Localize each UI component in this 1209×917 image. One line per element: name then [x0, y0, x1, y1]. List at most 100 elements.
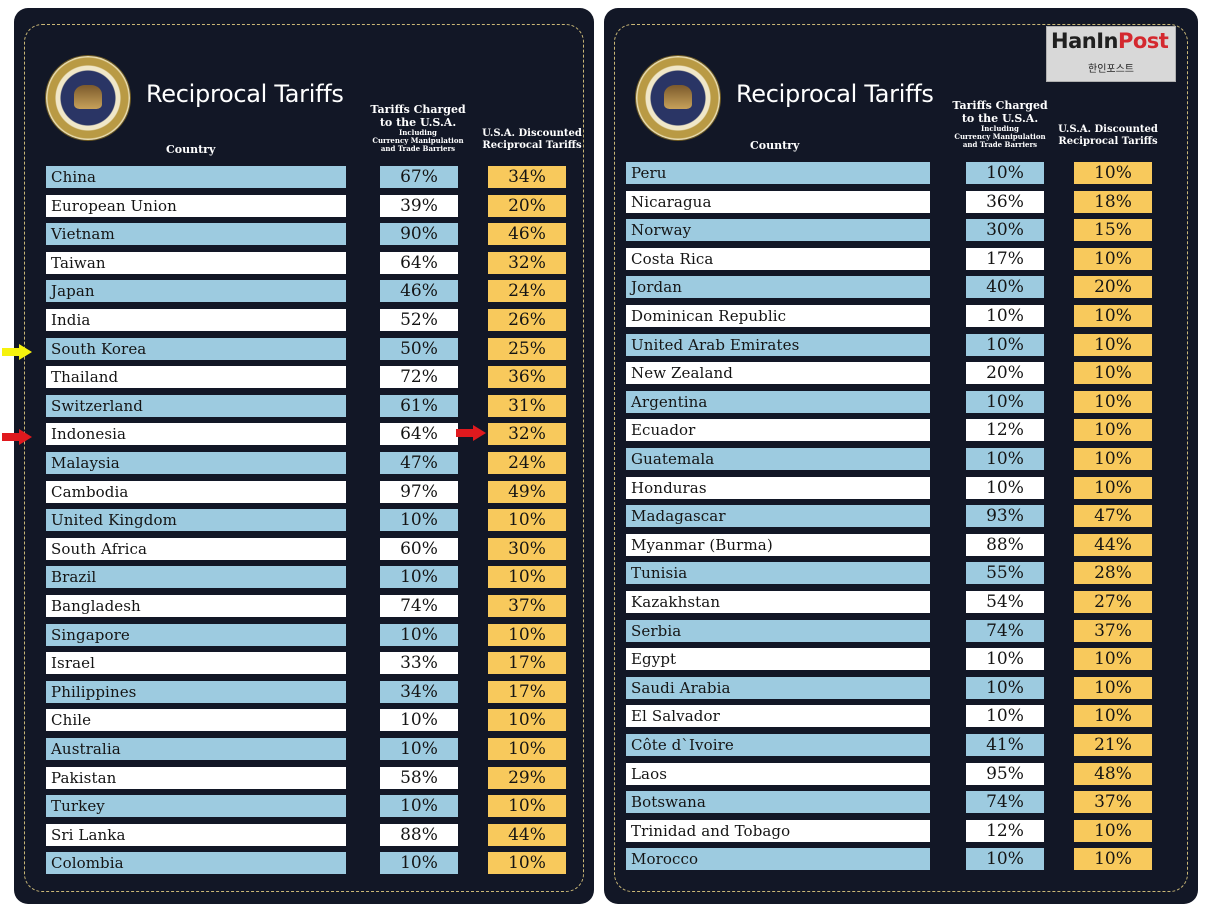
discounted-cell: 10% [488, 566, 566, 589]
table-row: Cambodia 97% 49% [14, 480, 594, 503]
discounted-cell: 24% [488, 280, 566, 303]
country-cell: South Africa [46, 537, 346, 560]
discounted-cell: 10% [1074, 705, 1152, 728]
header-discounted: U.S.A. Discounted Reciprocal Tariffs [476, 128, 588, 151]
logo-part-2: Post [1117, 29, 1169, 53]
discounted-cell: 25% [488, 337, 566, 360]
discounted-cell: 10% [1074, 333, 1152, 356]
table-row: Japan 46% 24% [14, 280, 594, 303]
charged-cell: 39% [380, 194, 458, 217]
table-row: Ecuador 12% 10% [604, 419, 1198, 442]
country-cell: United Arab Emirates [626, 333, 930, 356]
discounted-cell: 10% [488, 623, 566, 646]
charged-cell: 95% [966, 762, 1044, 785]
discounted-cell: 32% [488, 423, 566, 446]
header-country: Country [750, 139, 800, 152]
country-cell: Thailand [46, 366, 346, 389]
table-row: Myanmar (Burma) 88% 44% [604, 533, 1198, 556]
country-cell: Ecuador [626, 419, 930, 442]
table-row: Jordan 40% 20% [604, 276, 1198, 299]
discounted-cell: 44% [488, 823, 566, 846]
charged-cell: 34% [380, 680, 458, 703]
table-row: New Zealand 20% 10% [604, 362, 1198, 385]
red-arrow-icon [2, 429, 32, 445]
country-cell: Madagascar [626, 505, 930, 528]
header-charged-line2: to the U.S.A. [961, 111, 1039, 125]
logo-part-1: HanIn [1051, 29, 1118, 53]
discounted-cell: 10% [1074, 247, 1152, 270]
country-cell: Kazakhstan [626, 591, 930, 613]
country-cell: Sri Lanka [46, 823, 346, 846]
charged-cell: 88% [380, 823, 458, 846]
table-row: Switzerland 61% 31% [14, 394, 594, 417]
country-cell: Pakistan [46, 766, 346, 789]
header-charged-line4: Currency Manipulation [372, 136, 464, 146]
header-charged-line2: to the U.S.A. [379, 115, 457, 129]
header-disc-line2: Reciprocal Tariffs [482, 139, 582, 151]
country-cell: New Zealand [626, 362, 930, 385]
country-cell: Singapore [46, 623, 346, 646]
charged-cell: 52% [380, 309, 458, 331]
discounted-cell: 24% [488, 452, 566, 474]
table-row: Australia 10% 10% [14, 738, 594, 760]
table-row: Guatemala 10% 10% [604, 448, 1198, 470]
discounted-cell: 28% [1074, 562, 1152, 585]
discounted-cell: 29% [488, 766, 566, 789]
charged-cell: 90% [380, 223, 458, 246]
charged-cell: 58% [380, 766, 458, 789]
discounted-cell: 30% [488, 537, 566, 560]
presidential-seal-icon [46, 56, 130, 140]
table-row: China 67% 34% [14, 166, 594, 188]
table-row: Honduras 10% 10% [604, 476, 1198, 499]
country-cell: Japan [46, 280, 346, 303]
country-cell: Israel [46, 652, 346, 675]
discounted-cell: 32% [488, 251, 566, 274]
country-cell: Tunisia [626, 562, 930, 585]
country-cell: Trinidad and Tobago [626, 819, 930, 842]
header-charged-line5: and Trade Barriers [380, 144, 456, 154]
country-cell: Brazil [46, 566, 346, 589]
table-row: Turkey 10% 10% [14, 795, 594, 818]
panel-frame [24, 24, 584, 892]
country-cell: Jordan [626, 276, 930, 299]
country-cell: Costa Rica [626, 247, 930, 270]
header-disc-line1: U.S.A. Discounted [482, 128, 582, 139]
discounted-cell: 26% [488, 309, 566, 331]
charged-cell: 17% [966, 247, 1044, 270]
country-cell: Turkey [46, 795, 346, 818]
discounted-cell: 10% [1074, 476, 1152, 499]
charged-cell: 10% [966, 848, 1044, 871]
table-row: South Korea 50% 25% [14, 337, 594, 360]
country-cell: Bangladesh [46, 595, 346, 617]
charged-cell: 10% [380, 709, 458, 732]
charged-cell: 10% [966, 648, 1044, 671]
header-charged-line1: Tariffs Charged [370, 103, 466, 116]
presidential-seal-icon [636, 56, 720, 140]
country-cell: Honduras [626, 476, 930, 499]
hanin-post-logo: HanInPost 한인포스트 [1046, 26, 1176, 82]
table-row: Taiwan 64% 32% [14, 251, 594, 274]
charged-cell: 50% [380, 337, 458, 360]
table-row: United Kingdom 10% 10% [14, 509, 594, 532]
table-row: Nicaragua 36% 18% [604, 190, 1198, 213]
country-cell: Colombia [46, 852, 346, 875]
header-charged-line4: Currency Manipulation [954, 132, 1046, 142]
eagle-icon [74, 85, 102, 109]
country-cell: Indonesia [46, 423, 346, 446]
discounted-cell: 34% [488, 166, 566, 188]
discounted-cell: 10% [488, 852, 566, 875]
header-disc-line2: Reciprocal Tariffs [1058, 135, 1158, 147]
table-row: Côte d`Ivoire 41% 21% [604, 734, 1198, 756]
table-row: Israel 33% 17% [14, 652, 594, 675]
header-discounted: U.S.A. Discounted Reciprocal Tariffs [1052, 124, 1164, 147]
charged-cell: 10% [966, 676, 1044, 699]
country-cell: China [46, 166, 346, 188]
charged-cell: 64% [380, 251, 458, 274]
charged-cell: 10% [380, 795, 458, 818]
discounted-cell: 10% [1074, 390, 1152, 413]
logo-korean-text: 한인포스트 [1088, 64, 1134, 75]
table-row: United Arab Emirates 10% 10% [604, 333, 1198, 356]
country-cell: Malaysia [46, 452, 346, 474]
right-tariff-panel: Reciprocal Tariffs Country Tariffs Charg… [604, 8, 1198, 904]
charged-cell: 10% [966, 162, 1044, 184]
